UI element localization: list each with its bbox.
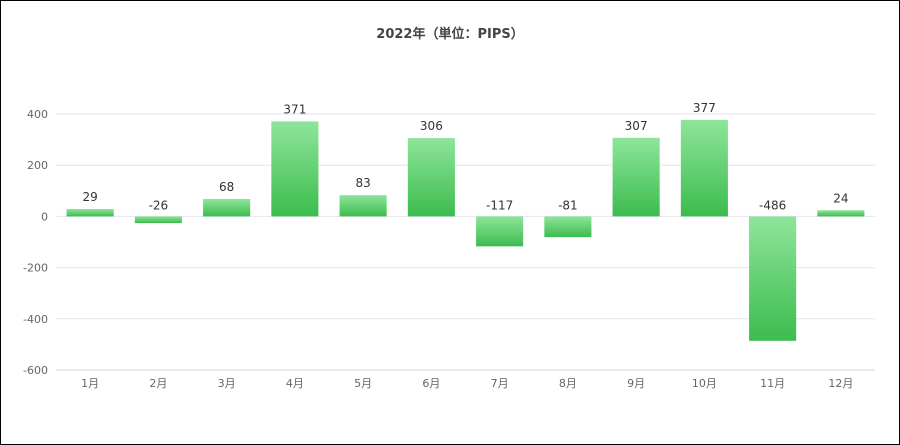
bar-10月 <box>681 120 728 217</box>
x-tick-label-1月: 1月 <box>81 377 99 390</box>
x-tick-label-9月: 9月 <box>627 377 645 390</box>
bar-6月 <box>408 138 455 216</box>
bar-12月 <box>817 210 864 216</box>
bars <box>67 120 865 341</box>
x-tick-label-12月: 12月 <box>828 377 853 390</box>
data-label-3月: 68 <box>219 180 234 194</box>
data-label-8月: -81 <box>558 198 578 212</box>
x-tick-label-5月: 5月 <box>354 377 372 390</box>
x-tick-label-3月: 3月 <box>218 377 236 390</box>
x-tick-label-7月: 7月 <box>491 377 509 390</box>
data-label-5月: 83 <box>355 176 370 190</box>
x-tick-label-6月: 6月 <box>422 377 440 390</box>
bar-11月 <box>749 216 796 340</box>
x-tick-label-4月: 4月 <box>286 377 304 390</box>
y-tick-label-2: 0 <box>41 210 48 223</box>
y-tick-label-4: -400 <box>23 313 48 326</box>
y-tick-label-3: -200 <box>23 262 48 275</box>
data-label-7月: -117 <box>486 198 513 212</box>
data-label-12月: 24 <box>833 191 848 205</box>
x-tick-label-8月: 8月 <box>559 377 577 390</box>
data-label-9月: 307 <box>625 119 648 133</box>
x-tick-label-11月: 11月 <box>760 377 785 390</box>
bar-2月 <box>135 216 182 223</box>
bar-8月 <box>544 216 591 237</box>
x-tick-label-2月: 2月 <box>149 377 167 390</box>
data-label-11月: -486 <box>759 198 786 212</box>
y-tick-label-1: 200 <box>27 159 48 172</box>
bar-4月 <box>271 121 318 216</box>
x-tick-label-10月: 10月 <box>692 377 717 390</box>
bar-9月 <box>613 138 660 217</box>
bar-5月 <box>340 195 387 216</box>
bar-7月 <box>476 216 523 246</box>
data-label-6月: 306 <box>420 119 443 133</box>
y-tick-label-5: -600 <box>23 364 48 377</box>
bar-1月 <box>67 209 114 216</box>
data-label-2月: -26 <box>149 198 169 212</box>
data-label-4月: 371 <box>283 102 306 116</box>
data-label-10月: 377 <box>693 101 716 115</box>
bar-3月 <box>203 199 250 216</box>
y-tick-label-0: 400 <box>27 108 48 121</box>
data-label-1月: 29 <box>82 190 97 204</box>
